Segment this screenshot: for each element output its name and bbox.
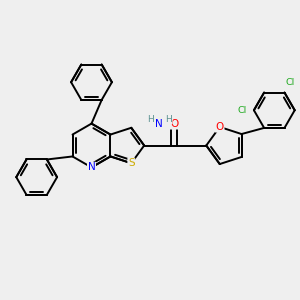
Text: H: H xyxy=(147,115,154,124)
Text: H: H xyxy=(166,115,172,124)
Text: Cl: Cl xyxy=(286,78,295,87)
Text: Cl: Cl xyxy=(238,106,247,115)
Text: O: O xyxy=(216,122,224,132)
Text: S: S xyxy=(128,158,135,168)
Text: N: N xyxy=(88,162,95,172)
Text: O: O xyxy=(170,119,178,129)
Text: N: N xyxy=(155,119,163,129)
